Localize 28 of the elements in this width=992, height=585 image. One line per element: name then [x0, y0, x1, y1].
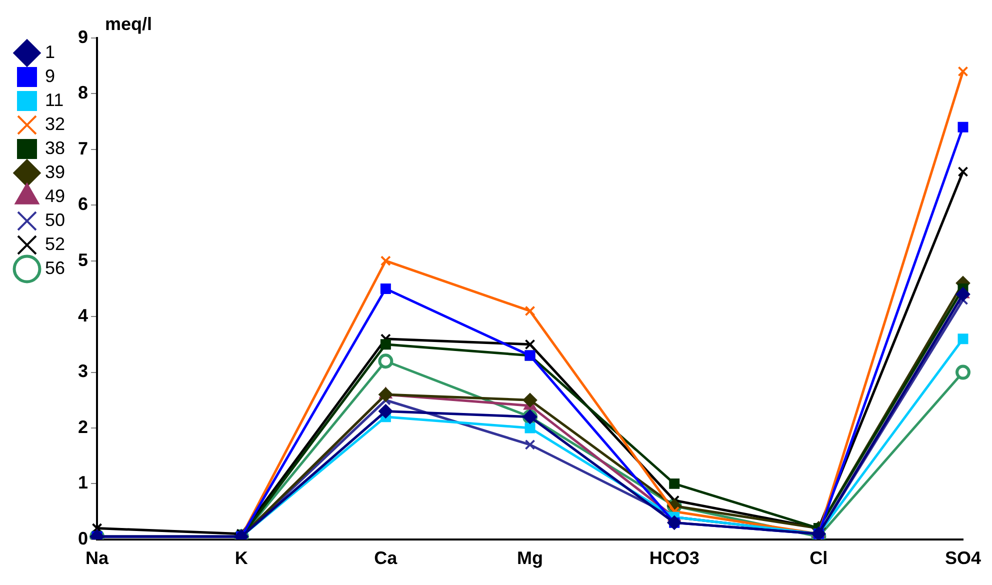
legend-label: 32 [45, 114, 66, 134]
x-tick-label: HCO3 [649, 548, 700, 568]
y-tick-label: 8 [78, 82, 88, 103]
legend-label: 9 [45, 66, 56, 86]
y-tick-label: 7 [78, 138, 88, 158]
y-tick-label: 1 [78, 472, 88, 493]
legend-label: 38 [45, 138, 66, 158]
legend-label: 49 [45, 186, 66, 206]
x-tick-label: Ca [374, 548, 398, 568]
legend-label: 56 [45, 258, 66, 278]
y-tick-label: 9 [78, 26, 88, 47]
y-tick-label: 6 [78, 194, 88, 214]
y-tick-label: 5 [78, 250, 88, 270]
legend-label: 1 [45, 42, 56, 62]
x-tick-label: Mg [517, 548, 544, 568]
legend-label: 11 [45, 90, 64, 110]
x-tick-label: Cl [810, 548, 828, 568]
y-tick-label: 3 [78, 361, 88, 382]
legend-label: 39 [45, 162, 66, 182]
x-tick-label: K [234, 548, 248, 568]
y-tick-label: 0 [78, 528, 88, 548]
x-tick-label: SO4 [944, 548, 982, 568]
y-axis-title: meq/l [105, 14, 152, 34]
y-tick-label: 4 [78, 306, 88, 326]
legend-label: 52 [45, 234, 66, 254]
x-tick-label: Na [86, 548, 110, 568]
legend-label: 50 [45, 210, 66, 230]
y-tick-label: 2 [78, 416, 88, 437]
